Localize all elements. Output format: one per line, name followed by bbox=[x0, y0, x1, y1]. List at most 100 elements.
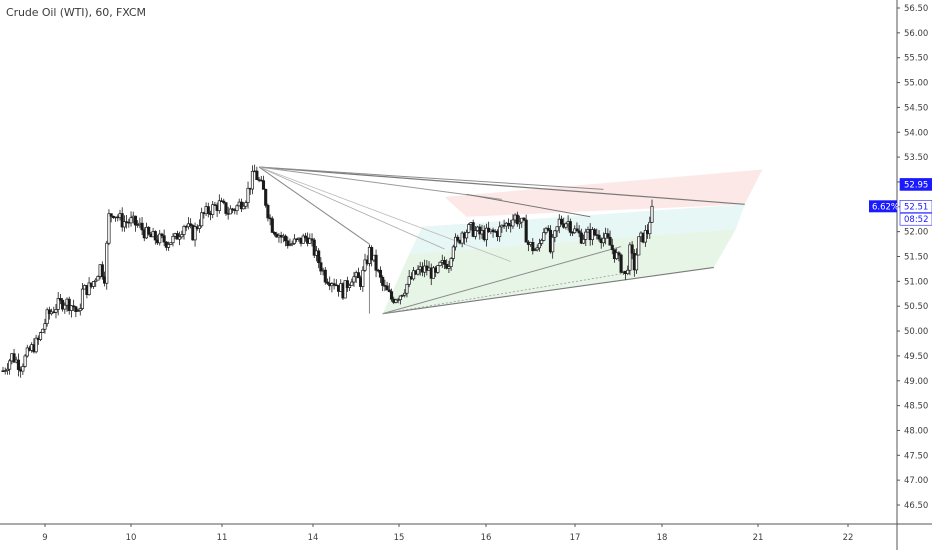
candle-body bbox=[272, 232, 277, 235]
candle-body bbox=[582, 239, 586, 244]
candle-body bbox=[292, 238, 296, 244]
candle-body bbox=[345, 280, 349, 288]
candle-body bbox=[76, 310, 80, 312]
price-tag-box bbox=[899, 200, 932, 213]
candle-body bbox=[617, 252, 621, 256]
candle-body bbox=[597, 234, 601, 240]
fan-line[interactable] bbox=[258, 166, 511, 262]
candle-body bbox=[255, 170, 259, 180]
candle-body bbox=[396, 299, 400, 301]
fan-line[interactable] bbox=[258, 166, 445, 250]
pivot-line[interactable] bbox=[258, 166, 370, 245]
candle-body bbox=[412, 270, 416, 280]
candle-body bbox=[453, 236, 458, 248]
time-axis: 9 10 11 14 15 16 17 18 21 22 bbox=[0, 523, 932, 543]
candle-body bbox=[524, 219, 528, 243]
candle-body bbox=[615, 252, 619, 260]
candle-body bbox=[120, 213, 124, 228]
candle-body bbox=[133, 215, 137, 226]
candle-body bbox=[449, 258, 453, 267]
candle-body bbox=[167, 244, 171, 248]
candle-body bbox=[511, 219, 515, 227]
candle-body bbox=[23, 355, 27, 367]
candle-body bbox=[239, 201, 243, 210]
time-tick-label: 14 bbox=[308, 533, 319, 543]
time-tick-label: 22 bbox=[843, 533, 854, 543]
time-tick-label: 11 bbox=[217, 533, 228, 543]
candle-body bbox=[343, 280, 347, 299]
candle-body bbox=[542, 232, 546, 241]
candle-body bbox=[564, 223, 568, 228]
candle-body bbox=[416, 269, 420, 275]
price-tick-label: 50.50 bbox=[904, 302, 928, 312]
candle-body bbox=[546, 227, 550, 231]
candle-body bbox=[136, 224, 140, 226]
time-tick-label: 17 bbox=[570, 533, 581, 543]
upper-channel-line[interactable] bbox=[466, 193, 591, 218]
candle-body bbox=[310, 238, 314, 241]
price-tag-label: 52.95 bbox=[904, 180, 928, 190]
candle-body bbox=[105, 242, 109, 284]
candle-body bbox=[8, 360, 12, 370]
candle-body bbox=[41, 328, 45, 334]
candle-body bbox=[63, 304, 67, 310]
time-tick-label: 16 bbox=[481, 533, 492, 543]
time-tick-label: 18 bbox=[657, 533, 668, 543]
candle-body bbox=[648, 221, 652, 235]
candle-body bbox=[551, 236, 555, 253]
candle-body bbox=[45, 309, 49, 324]
candle-body bbox=[484, 227, 488, 241]
price-tick-label: 47.50 bbox=[904, 451, 928, 461]
candle-body bbox=[619, 254, 623, 273]
candle-body bbox=[610, 244, 614, 250]
candle-body bbox=[442, 260, 447, 265]
fan-line[interactable] bbox=[259, 166, 604, 190]
candle-body bbox=[180, 234, 184, 238]
candle-body bbox=[456, 236, 460, 241]
candle-body bbox=[465, 232, 469, 239]
price-tick-label: 55.50 bbox=[904, 54, 928, 64]
candle-body bbox=[189, 223, 193, 226]
candle-body bbox=[540, 239, 544, 244]
fan-line[interactable] bbox=[259, 166, 502, 200]
candle-body bbox=[122, 221, 126, 228]
candle-body bbox=[100, 264, 104, 278]
candle-body bbox=[160, 233, 164, 237]
candle-body bbox=[264, 189, 268, 206]
candle-body bbox=[533, 249, 537, 252]
candle-body bbox=[352, 276, 356, 283]
price-tick-label: 48.00 bbox=[904, 426, 928, 436]
candle-body bbox=[153, 231, 157, 241]
time-tick-label: 9 bbox=[42, 533, 47, 543]
candle-body bbox=[522, 217, 526, 221]
candle-body bbox=[43, 323, 47, 330]
fan-line[interactable] bbox=[259, 166, 745, 205]
candle-body bbox=[498, 226, 502, 238]
candle-body bbox=[288, 244, 292, 246]
candle-body bbox=[244, 202, 248, 207]
candle-body bbox=[650, 205, 654, 223]
candle-body bbox=[451, 246, 455, 259]
price-tick-label: 51.00 bbox=[904, 277, 928, 287]
candle-body bbox=[553, 230, 557, 238]
candlestick-series bbox=[1, 164, 654, 378]
price-tags: 52.95 52.51 08:52 6.62% bbox=[869, 178, 932, 226]
candle-body bbox=[206, 206, 210, 214]
candle-body bbox=[193, 226, 197, 241]
bottom-fan-line[interactable] bbox=[382, 246, 622, 315]
candle-body bbox=[228, 208, 232, 215]
candle-body bbox=[54, 309, 58, 313]
bottom-fan-line[interactable] bbox=[382, 273, 622, 315]
candle-body bbox=[634, 254, 639, 271]
candle-body bbox=[394, 299, 398, 303]
candle-body bbox=[436, 265, 440, 273]
candle-body bbox=[107, 213, 111, 244]
price-tick-label: 47.00 bbox=[904, 476, 928, 486]
candle-body bbox=[370, 247, 374, 261]
candle-body bbox=[381, 276, 385, 286]
time-tick-label: 15 bbox=[394, 533, 405, 543]
candle-body bbox=[178, 236, 182, 240]
candle-body bbox=[91, 281, 96, 287]
bottom-fan-line[interactable] bbox=[382, 266, 714, 315]
